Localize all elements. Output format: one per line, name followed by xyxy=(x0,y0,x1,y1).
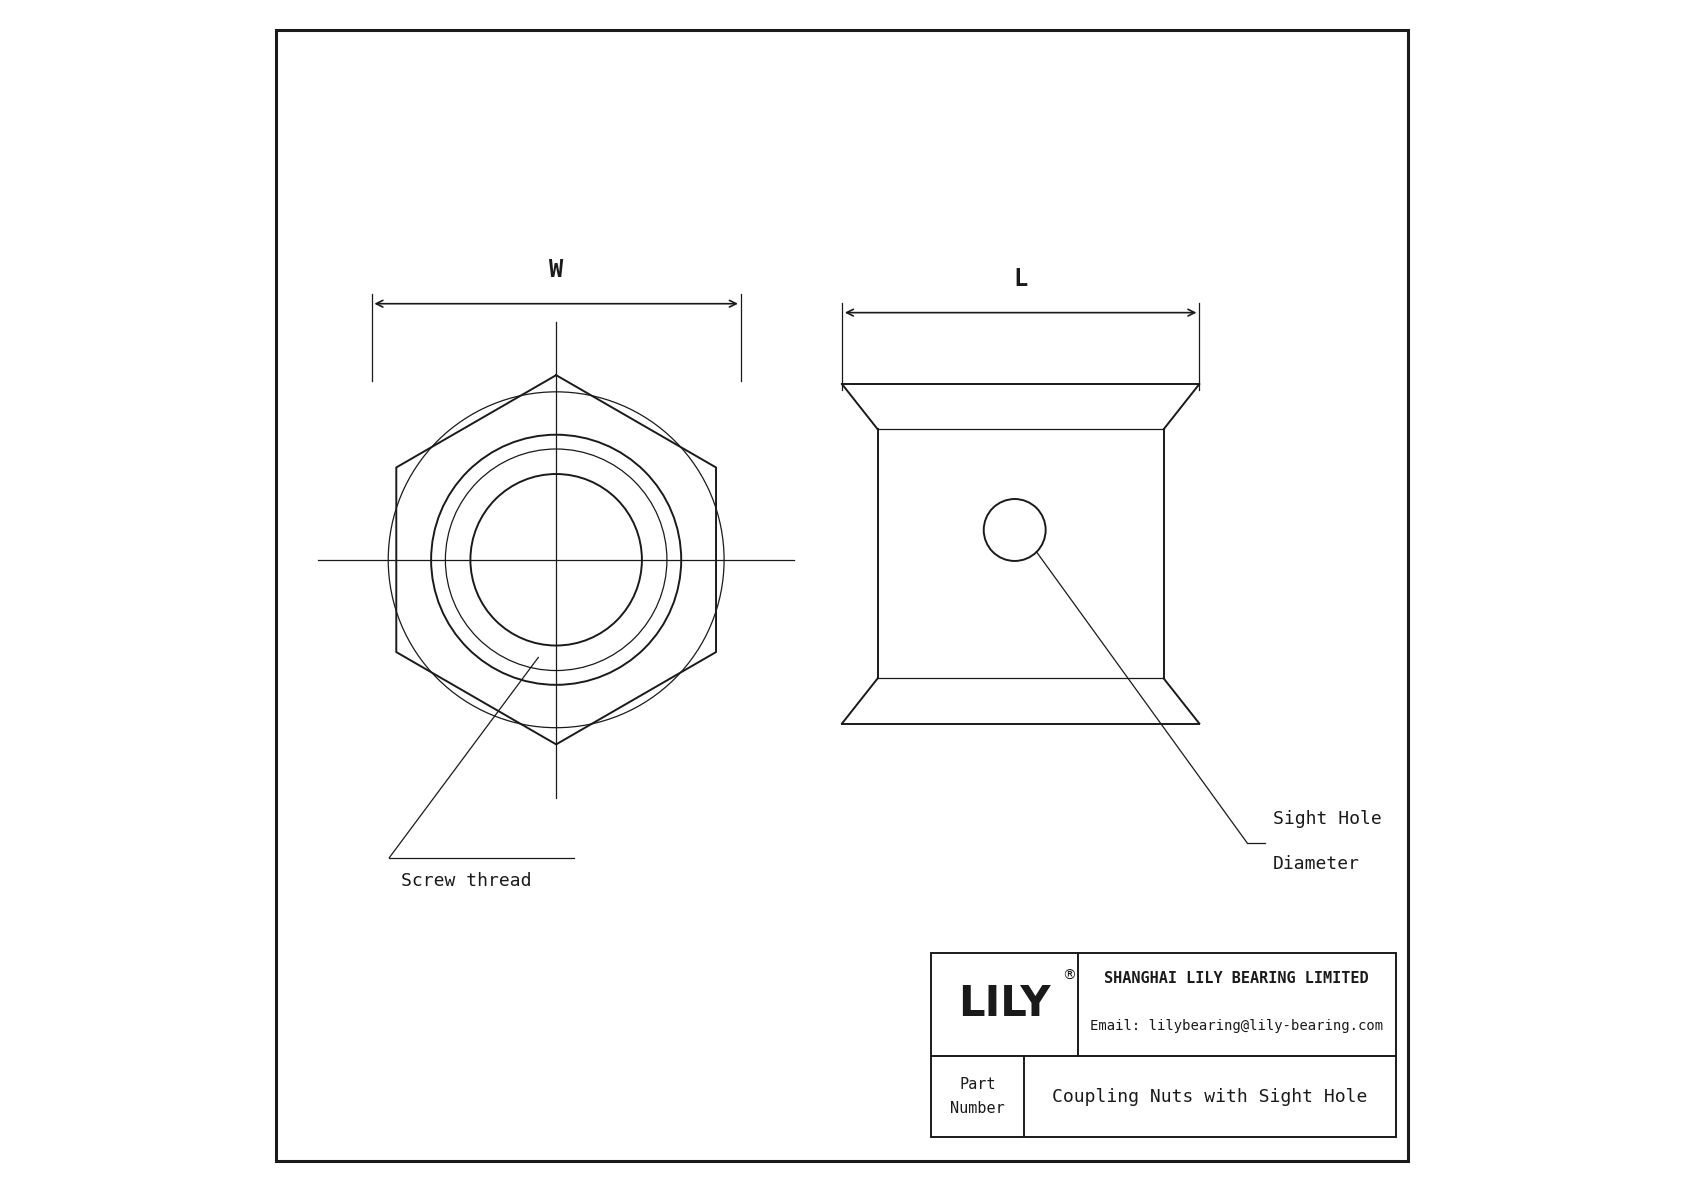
Text: W: W xyxy=(549,258,562,282)
Text: Coupling Nuts with Sight Hole: Coupling Nuts with Sight Hole xyxy=(1052,1087,1367,1105)
Text: Diameter: Diameter xyxy=(1273,854,1361,873)
Text: Number: Number xyxy=(950,1102,1005,1116)
Text: Email: lilybearing@lily-bearing.com: Email: lilybearing@lily-bearing.com xyxy=(1090,1019,1383,1033)
Text: SHANGHAI LILY BEARING LIMITED: SHANGHAI LILY BEARING LIMITED xyxy=(1105,971,1369,986)
Text: Part: Part xyxy=(960,1078,995,1092)
Text: L: L xyxy=(1014,267,1027,291)
Text: Sight Hole: Sight Hole xyxy=(1273,810,1383,828)
Text: ®: ® xyxy=(1061,969,1076,983)
Bar xyxy=(931,953,1396,1137)
Text: Screw thread: Screw thread xyxy=(401,872,532,890)
Text: LILY: LILY xyxy=(958,984,1051,1025)
